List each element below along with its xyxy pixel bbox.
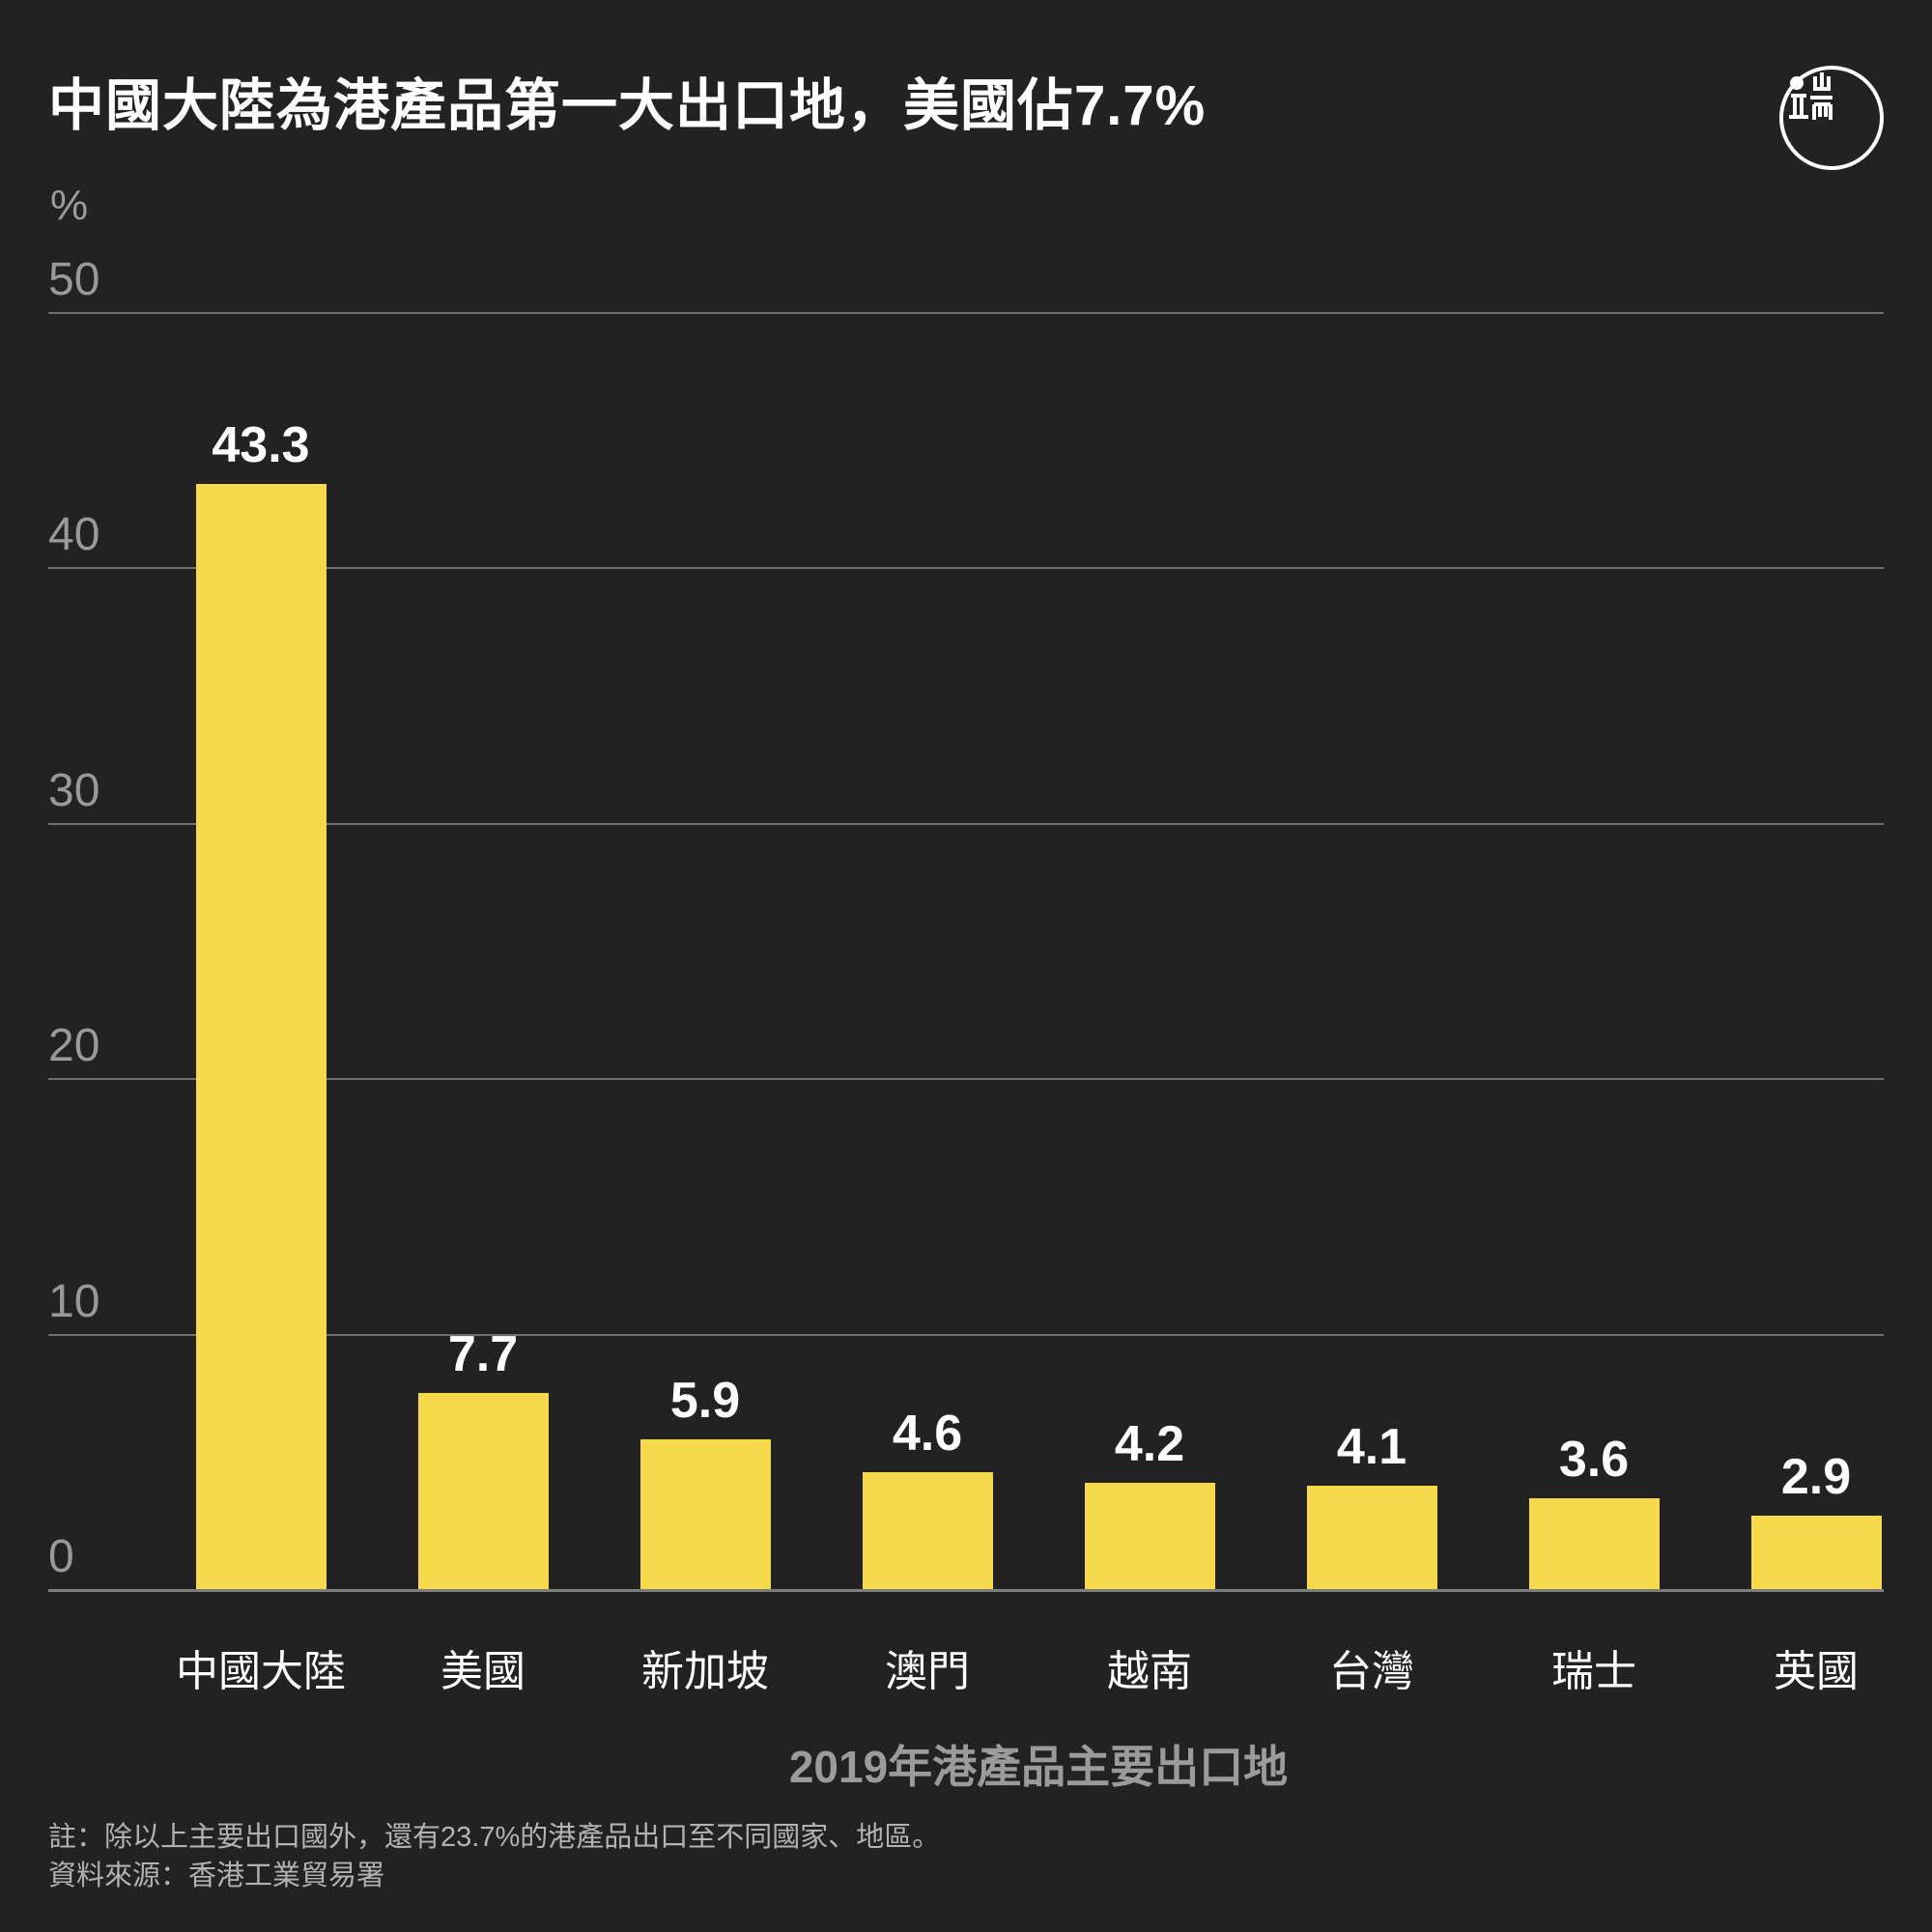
value-label-中國大陸: 43.3: [212, 417, 310, 473]
y-tick-label-20: 20: [48, 1020, 100, 1071]
value-label-越南: 4.2: [1114, 1416, 1185, 1472]
x-tick-label-越南: 越南: [1107, 1648, 1192, 1695]
x-axis-title: 2019年港產品主要出口地: [788, 1742, 1289, 1792]
y-tick-label-50: 50: [48, 254, 100, 305]
bar-瑞士: [1528, 1498, 1660, 1590]
logo-circle: [1779, 66, 1884, 170]
logo-glyph-shan: [1813, 72, 1831, 91]
logo-glyph-er: [1810, 96, 1833, 120]
value-label-新加坡: 5.9: [669, 1373, 741, 1429]
source-text: 資料來源：香港工業貿易署: [48, 1861, 385, 1891]
x-tick-label-新加坡: 新加坡: [641, 1648, 769, 1695]
x-tick-label-台灣: 台灣: [1329, 1648, 1414, 1695]
bar-台灣: [1306, 1486, 1437, 1590]
bar-美國: [417, 1393, 549, 1590]
bar-中國大陸: [195, 484, 327, 1590]
footnote-block: 註：除以上主要出口國外，還有23.7%的港產品出口至不同國家、地區。 資料來源：…: [48, 1818, 940, 1895]
y-tick-label-30: 30: [48, 765, 100, 816]
logo-glyph-li: [1789, 94, 1808, 119]
bar-英國: [1750, 1516, 1882, 1590]
gridline-40: [48, 567, 1884, 569]
bar-新加坡: [639, 1439, 771, 1590]
x-tick-label-美國: 美國: [440, 1648, 526, 1695]
gridline-50: [48, 312, 1884, 314]
bar-越南: [1084, 1483, 1215, 1590]
x-tick-label-英國: 英國: [1774, 1648, 1859, 1695]
chart-title: 中國大陸為港產品第一大出口地，美國佔7.7%: [48, 74, 1207, 137]
x-axis-baseline: [48, 1589, 1884, 1592]
y-axis-unit-label: %: [50, 182, 89, 229]
footnote-text: 註：除以上主要出口國外，還有23.7%的港產品出口至不同國家、地區。: [48, 1822, 941, 1853]
value-label-英國: 2.9: [1780, 1449, 1852, 1505]
y-tick-label-40: 40: [48, 509, 100, 560]
initium-media-logo-icon: [1779, 66, 1884, 170]
y-tick-label-0: 0: [48, 1531, 74, 1582]
y-tick-label-10: 10: [48, 1276, 100, 1327]
gridline-30: [48, 823, 1884, 825]
gridline-20: [48, 1078, 1884, 1080]
gridline-10: [48, 1334, 1884, 1336]
x-tick-label-中國大陸: 中國大陸: [176, 1648, 346, 1695]
logo-dot: [1790, 76, 1804, 90]
value-label-美國: 7.7: [447, 1326, 519, 1382]
value-label-台灣: 4.1: [1336, 1419, 1407, 1475]
value-label-瑞士: 3.6: [1558, 1432, 1630, 1488]
value-label-澳門: 4.6: [892, 1406, 963, 1462]
x-tick-label-瑞士: 瑞士: [1551, 1648, 1636, 1695]
bar-澳門: [862, 1472, 993, 1590]
x-tick-label-澳門: 澳門: [885, 1648, 970, 1695]
